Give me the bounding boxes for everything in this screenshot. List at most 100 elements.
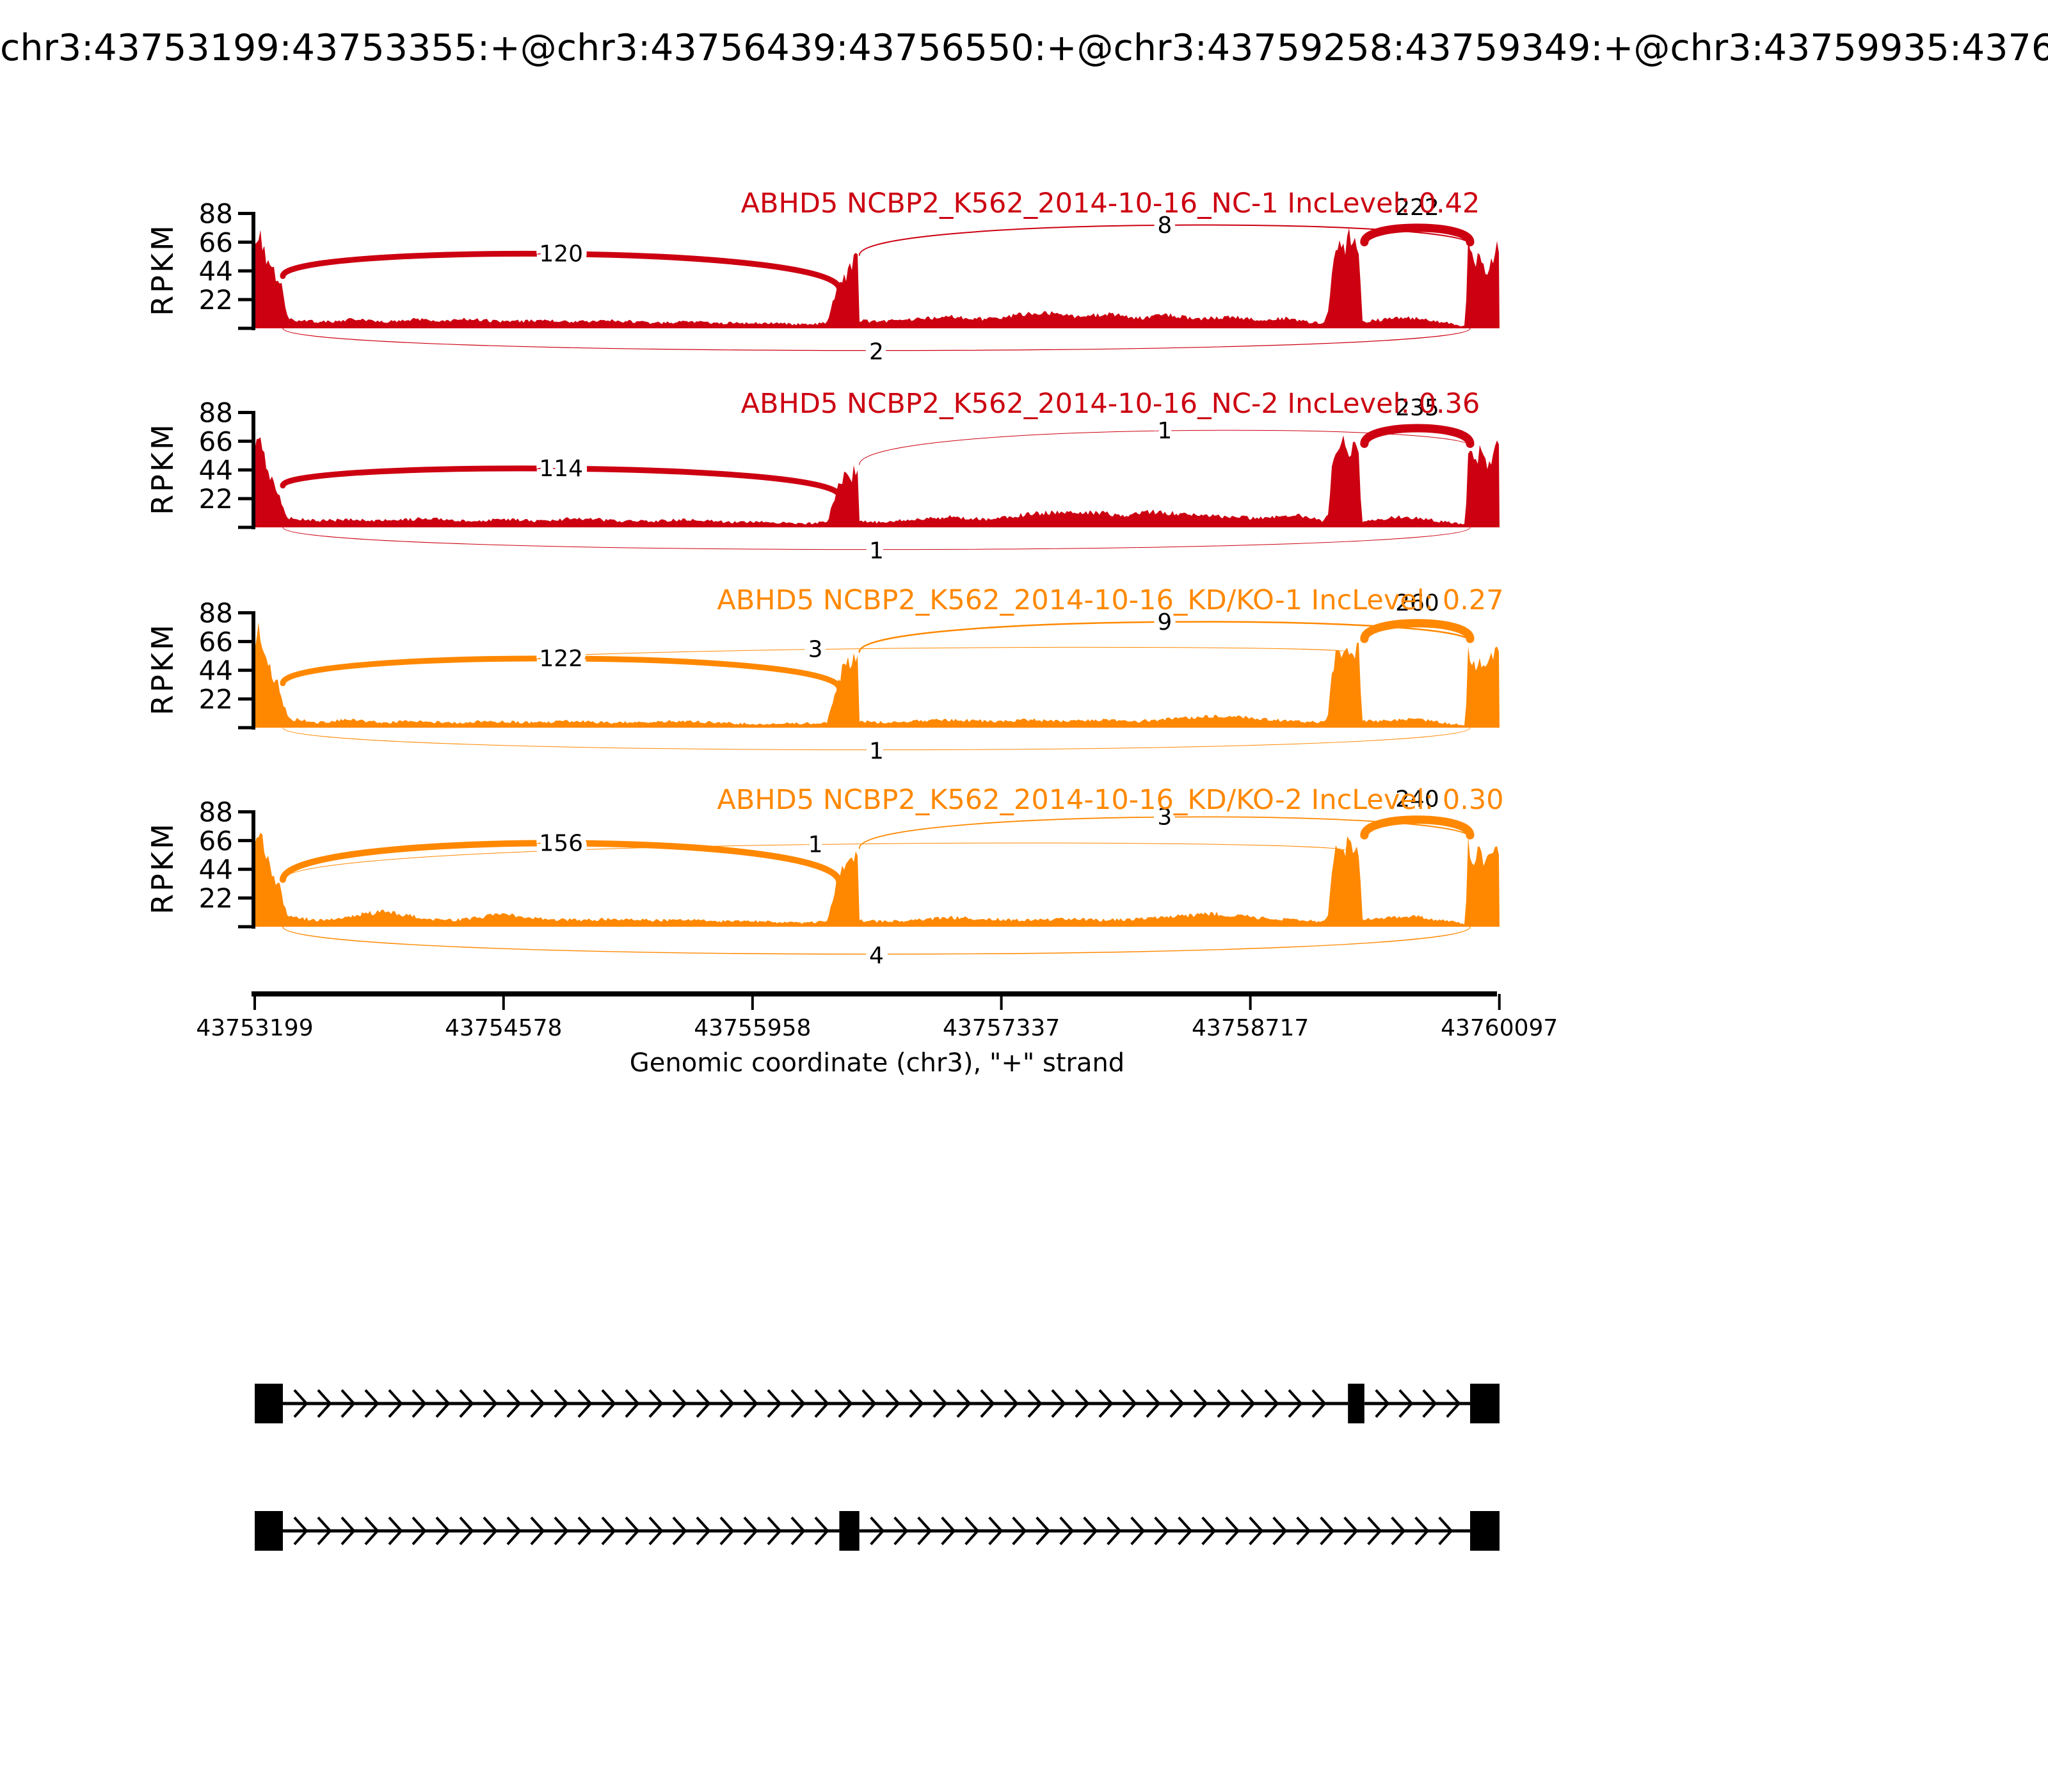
intron-direction-arrow — [340, 1389, 356, 1418]
intron-direction-arrow — [364, 1389, 380, 1418]
exon-box — [255, 1384, 283, 1423]
intron-direction-arrow — [719, 1516, 735, 1546]
intron-direction-arrow — [317, 1516, 332, 1546]
intron-direction-arrow — [1178, 1516, 1193, 1546]
intron-direction-arrow — [412, 1516, 427, 1546]
x-tick-label: 43753199 — [196, 1015, 313, 1041]
intron-direction-arrow — [1240, 1389, 1256, 1418]
junction-count-label: 1 — [1157, 418, 1172, 444]
intron-direction-arrow — [577, 1516, 593, 1546]
coverage-area — [255, 833, 1500, 927]
intron-direction-arrow — [790, 1389, 806, 1418]
intron-direction-arrow — [317, 1389, 332, 1418]
intron-direction-arrow — [1036, 1516, 1051, 1546]
intron-direction-arrow — [956, 1389, 972, 1418]
junction-arc — [282, 328, 1471, 351]
junction-count-label: 120 — [539, 241, 583, 268]
y-tick-label: 22 — [199, 483, 233, 515]
intron-direction-arrow — [870, 1516, 885, 1546]
x-tick-label: 43760097 — [1441, 1015, 1558, 1041]
intron-direction-arrow — [893, 1516, 909, 1546]
exon-box — [1470, 1511, 1500, 1551]
track-title: ABHD5 NCBP2_K562_2014-10-16_KD/KO-2 IncL… — [717, 784, 1503, 816]
junction-count-label: 4 — [869, 943, 884, 969]
intron-direction-arrow — [364, 1516, 380, 1546]
intron-direction-arrow — [1414, 1516, 1430, 1546]
y-axis-title: RPKM — [145, 622, 180, 716]
y-tick-label: 88 — [199, 198, 233, 229]
intron-direction-arrow — [1296, 1516, 1311, 1546]
intron-direction-arrow — [861, 1389, 877, 1418]
intron-direction-arrow — [648, 1389, 664, 1418]
intron-direction-arrow — [1169, 1389, 1185, 1418]
track-title: ABHD5 NCBP2_K562_2014-10-16_KD/KO-1 IncL… — [717, 584, 1503, 616]
y-axis-title: RPKM — [145, 422, 180, 515]
junction-arc — [282, 646, 1348, 684]
intron-direction-arrow — [1311, 1389, 1327, 1418]
junction-arc — [858, 621, 1471, 653]
y-tick-label: 66 — [199, 426, 233, 457]
intron-direction-arrow — [1272, 1516, 1288, 1546]
y-tick-label: 88 — [199, 397, 233, 428]
intron-direction-arrow — [1107, 1516, 1122, 1546]
x-tick-label: 43757337 — [943, 1015, 1060, 1041]
intron-direction-arrow — [1122, 1389, 1137, 1418]
junction-count-label: 114 — [539, 456, 583, 482]
y-tick-label: 44 — [199, 454, 233, 486]
junction-arc — [1360, 223, 1475, 246]
intron-direction-arrow — [1217, 1389, 1232, 1418]
intron-direction-arrow — [577, 1389, 593, 1418]
intron-direction-arrow — [932, 1389, 948, 1418]
intron-direction-arrow — [483, 1516, 498, 1546]
intron-direction-arrow — [1264, 1389, 1279, 1418]
intron-direction-arrow — [885, 1389, 900, 1418]
intron-direction-arrow — [1075, 1389, 1090, 1418]
intron-direction-arrow — [554, 1516, 569, 1546]
coverage-area — [255, 435, 1500, 527]
intron-direction-arrow — [743, 1516, 758, 1546]
junction-arc — [282, 842, 1348, 881]
intron-direction-arrow — [672, 1389, 687, 1418]
intron-direction-arrow — [980, 1389, 995, 1418]
intron-direction-arrow — [814, 1389, 829, 1418]
x-axis: 43753199 43754578 43755958 43757337 43758717… — [196, 991, 1558, 1041]
intron-direction-arrow — [1098, 1389, 1114, 1418]
intron-direction-arrow — [554, 1389, 569, 1418]
intron-direction-arrow — [941, 1516, 956, 1546]
intron-direction-arrow — [909, 1389, 924, 1418]
y-tick-label: 88 — [199, 796, 233, 828]
coverage-area — [255, 622, 1500, 728]
intron-direction-arrow — [1398, 1389, 1414, 1418]
junction-arc — [1360, 815, 1475, 840]
intron-direction-arrow — [625, 1389, 640, 1418]
junction-count-label: 156 — [539, 830, 583, 856]
junction-arc — [280, 655, 842, 692]
intron-direction-arrow — [1320, 1516, 1335, 1546]
exon-box — [1348, 1384, 1364, 1423]
junction-count-label: 1 — [808, 831, 823, 858]
intron-direction-arrow — [340, 1516, 356, 1546]
y-axis-title: RPKM — [145, 821, 180, 915]
intron-direction-arrow — [1446, 1389, 1461, 1418]
junction-count-label: 235 — [1395, 395, 1439, 421]
intron-direction-arrow — [530, 1389, 545, 1418]
exon-box — [1470, 1384, 1500, 1423]
intron-direction-arrow — [838, 1389, 853, 1418]
intron-direction-arrow — [672, 1516, 687, 1546]
intron-direction-arrow — [459, 1516, 474, 1546]
intron-direction-arrow — [790, 1516, 806, 1546]
isoform-row-2 — [255, 1511, 1500, 1551]
intron-direction-arrow — [601, 1389, 616, 1418]
intron-direction-arrow — [767, 1389, 782, 1418]
intron-direction-arrow — [1146, 1389, 1161, 1418]
intron-direction-arrow — [814, 1516, 829, 1546]
junction-arc — [280, 465, 842, 499]
intron-direction-arrow — [696, 1516, 711, 1546]
intron-direction-arrow — [601, 1516, 616, 1546]
intron-direction-arrow — [1438, 1516, 1453, 1546]
exon-box — [839, 1511, 860, 1551]
intron-direction-arrow — [988, 1516, 1004, 1546]
